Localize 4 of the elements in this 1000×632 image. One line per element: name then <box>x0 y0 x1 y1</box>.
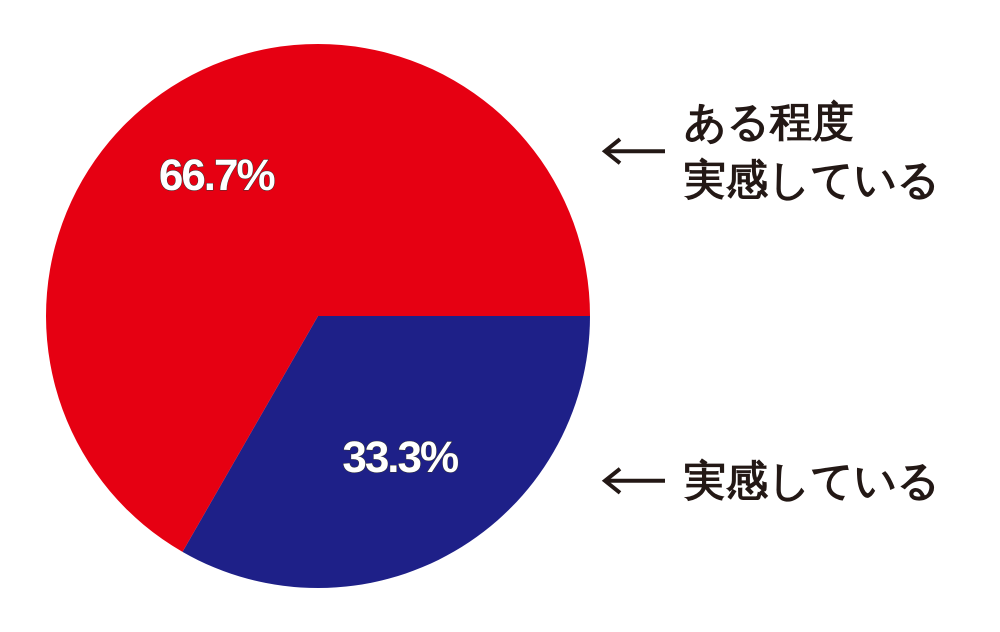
data-label: 33.3% <box>342 433 458 482</box>
slice-label: ある程度実感している <box>683 98 940 204</box>
slice-label: 実感している <box>683 456 940 504</box>
data-label: 66.7% <box>158 150 275 200</box>
